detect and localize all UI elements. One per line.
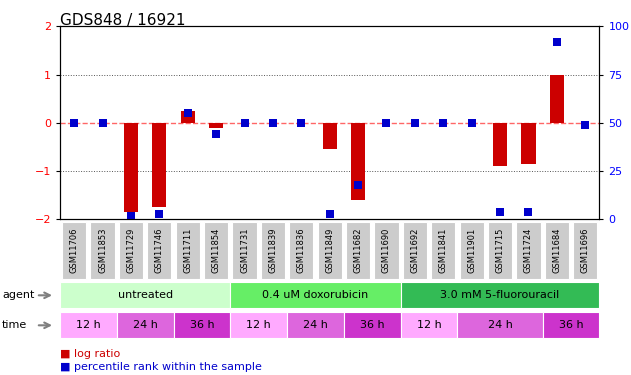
Text: GSM11854: GSM11854 xyxy=(211,228,221,273)
Point xyxy=(353,182,363,188)
FancyBboxPatch shape xyxy=(119,222,143,279)
FancyBboxPatch shape xyxy=(543,312,599,338)
Text: GSM11839: GSM11839 xyxy=(268,228,278,273)
Text: GSM11692: GSM11692 xyxy=(410,228,420,273)
FancyBboxPatch shape xyxy=(232,222,257,279)
Point xyxy=(97,120,107,126)
Text: 24 h: 24 h xyxy=(488,320,512,330)
Bar xyxy=(180,111,195,123)
Text: GSM11841: GSM11841 xyxy=(439,228,448,273)
Text: GSM11684: GSM11684 xyxy=(552,228,562,273)
FancyBboxPatch shape xyxy=(289,222,314,279)
FancyBboxPatch shape xyxy=(431,222,456,279)
Text: ■ percentile rank within the sample: ■ percentile rank within the sample xyxy=(60,362,262,372)
Bar xyxy=(493,123,507,166)
FancyBboxPatch shape xyxy=(374,222,399,279)
FancyBboxPatch shape xyxy=(401,312,457,338)
FancyBboxPatch shape xyxy=(60,312,117,338)
Text: 12 h: 12 h xyxy=(76,320,101,330)
Point xyxy=(410,120,420,126)
FancyBboxPatch shape xyxy=(174,312,230,338)
FancyBboxPatch shape xyxy=(62,222,86,279)
Bar xyxy=(322,123,337,149)
FancyBboxPatch shape xyxy=(459,222,484,279)
Point xyxy=(381,120,391,126)
Text: time: time xyxy=(2,320,27,330)
Text: 36 h: 36 h xyxy=(189,320,215,330)
Text: 0.4 uM doxorubicin: 0.4 uM doxorubicin xyxy=(262,290,369,300)
Text: GSM11690: GSM11690 xyxy=(382,228,391,273)
Point xyxy=(296,120,306,126)
FancyBboxPatch shape xyxy=(317,222,342,279)
FancyBboxPatch shape xyxy=(344,312,401,338)
Text: GDS848 / 16921: GDS848 / 16921 xyxy=(60,13,186,28)
Point xyxy=(466,120,476,126)
Text: GSM11706: GSM11706 xyxy=(69,228,79,273)
FancyBboxPatch shape xyxy=(401,282,599,308)
Text: GSM11746: GSM11746 xyxy=(155,228,164,273)
Point xyxy=(69,120,80,126)
Text: GSM11711: GSM11711 xyxy=(183,228,192,273)
FancyBboxPatch shape xyxy=(90,222,115,279)
FancyBboxPatch shape xyxy=(230,282,401,308)
FancyBboxPatch shape xyxy=(488,222,512,279)
Bar xyxy=(550,75,564,123)
Bar xyxy=(351,123,365,200)
Text: 24 h: 24 h xyxy=(303,320,328,330)
FancyBboxPatch shape xyxy=(516,222,541,279)
Point xyxy=(239,120,249,126)
Point xyxy=(580,122,590,128)
Text: 12 h: 12 h xyxy=(246,320,271,330)
Point xyxy=(438,120,448,126)
Point xyxy=(183,110,193,116)
Text: 36 h: 36 h xyxy=(558,320,584,330)
Text: GSM11682: GSM11682 xyxy=(353,228,363,273)
FancyBboxPatch shape xyxy=(457,312,543,338)
Text: 36 h: 36 h xyxy=(360,320,385,330)
Text: untreated: untreated xyxy=(117,290,173,300)
FancyBboxPatch shape xyxy=(60,282,230,308)
Point xyxy=(523,209,533,214)
Point xyxy=(551,39,562,45)
Point xyxy=(211,131,221,137)
FancyBboxPatch shape xyxy=(230,312,287,338)
Text: agent: agent xyxy=(2,290,34,300)
Text: 3.0 mM 5-fluorouracil: 3.0 mM 5-fluorouracil xyxy=(440,290,560,300)
FancyBboxPatch shape xyxy=(147,222,172,279)
FancyBboxPatch shape xyxy=(403,222,427,279)
Text: 12 h: 12 h xyxy=(416,320,442,330)
Text: 24 h: 24 h xyxy=(133,320,158,330)
Text: GSM11901: GSM11901 xyxy=(467,228,476,273)
FancyBboxPatch shape xyxy=(545,222,569,279)
Text: GSM11715: GSM11715 xyxy=(495,228,505,273)
Bar xyxy=(521,123,536,164)
Text: GSM11836: GSM11836 xyxy=(297,228,306,273)
Bar xyxy=(124,123,138,212)
Text: GSM11729: GSM11729 xyxy=(126,228,136,273)
Text: GSM11849: GSM11849 xyxy=(325,228,334,273)
FancyBboxPatch shape xyxy=(117,312,174,338)
Point xyxy=(126,213,136,219)
Point xyxy=(324,211,334,217)
Bar xyxy=(209,123,223,128)
Point xyxy=(154,211,164,217)
FancyBboxPatch shape xyxy=(204,222,228,279)
Text: GSM11853: GSM11853 xyxy=(98,228,107,273)
Point xyxy=(268,120,278,126)
FancyBboxPatch shape xyxy=(261,222,285,279)
FancyBboxPatch shape xyxy=(346,222,370,279)
FancyBboxPatch shape xyxy=(287,312,344,338)
Text: ■ log ratio: ■ log ratio xyxy=(60,350,120,359)
FancyBboxPatch shape xyxy=(573,222,598,279)
Text: GSM11724: GSM11724 xyxy=(524,228,533,273)
FancyBboxPatch shape xyxy=(175,222,200,279)
Text: GSM11731: GSM11731 xyxy=(240,228,249,273)
Bar xyxy=(152,123,167,207)
Text: GSM11696: GSM11696 xyxy=(581,228,590,273)
Point xyxy=(495,209,505,214)
